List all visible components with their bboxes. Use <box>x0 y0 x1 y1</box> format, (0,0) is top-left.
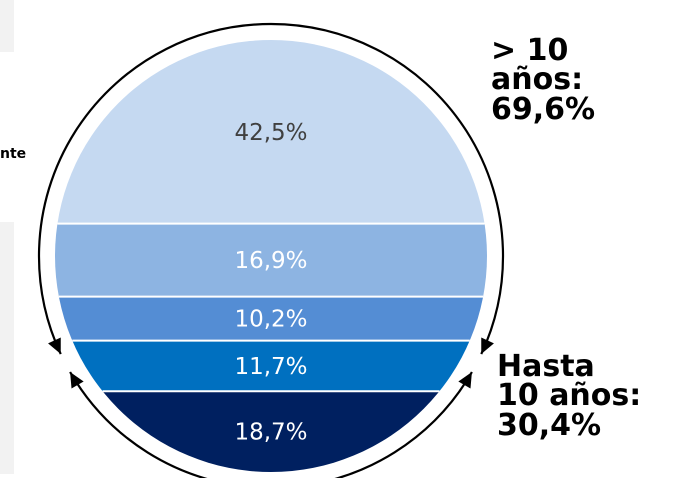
group-label-over-10-years: > 10 años: 69,6% <box>491 33 596 127</box>
segment-label-0: 42,5% <box>234 120 307 146</box>
arrow-head-bottom-left <box>70 372 84 389</box>
segment-3 <box>55 340 487 392</box>
arrow-head-top-left <box>48 337 61 355</box>
cut-off-label: nte <box>0 146 27 162</box>
arrow-arc-bottom <box>69 371 473 478</box>
left-panel-bottom <box>0 222 14 474</box>
left-panel-top <box>0 0 14 52</box>
segment-1 <box>55 223 487 297</box>
segment-2 <box>55 296 487 341</box>
segment-label-4: 18,7% <box>234 420 307 446</box>
arrow-head-top-right <box>481 337 494 355</box>
group-label-up-to-10-years: Hasta 10 años: 30,4% <box>497 349 642 443</box>
segment-label-2: 10,2% <box>234 307 307 333</box>
arrow-arc-top <box>37 22 505 355</box>
segment-label-3: 11,7% <box>234 354 307 380</box>
segment-label-1: 16,9% <box>234 248 307 274</box>
arrow-head-bottom-right <box>458 372 472 389</box>
